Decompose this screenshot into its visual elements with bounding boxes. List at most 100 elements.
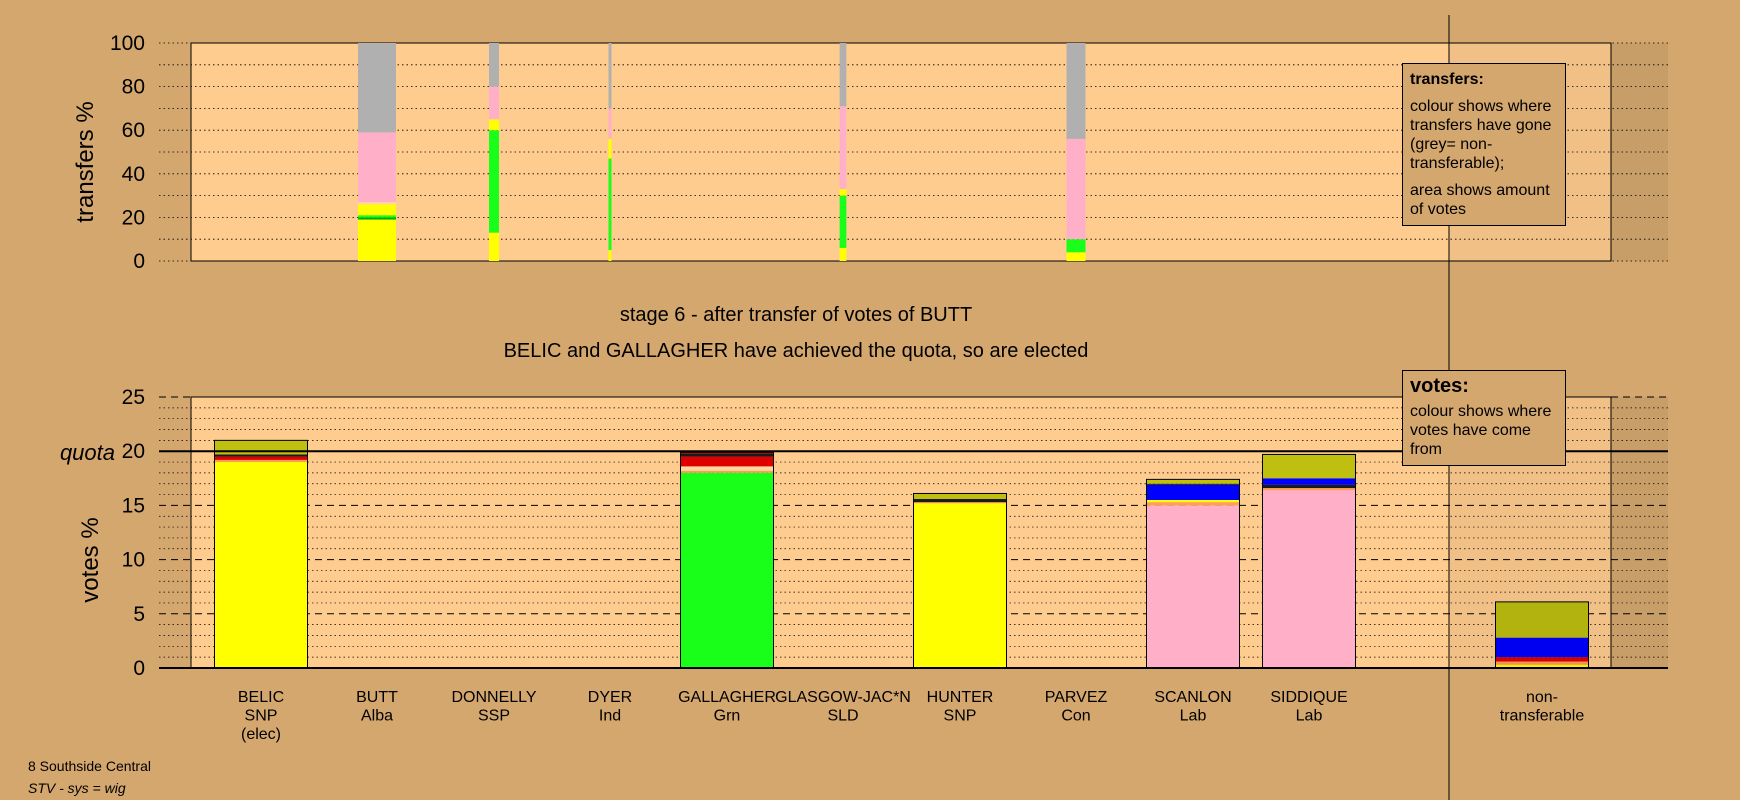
candidate-name-label: SCANLON	[1154, 689, 1231, 706]
vote-segment	[1495, 661, 1589, 665]
transfer-segment	[488, 43, 500, 87]
candidate-name-label: non-	[1526, 689, 1558, 706]
vote-segment	[913, 503, 1007, 668]
transfers-legend-heading: transfers:	[1410, 71, 1484, 88]
transfer-segment	[488, 119, 500, 131]
ward-caption: 8 Southside Central	[28, 758, 151, 774]
transfer-segment	[488, 86, 500, 120]
transfer-segment	[1066, 43, 1086, 139]
vote-bar-gallagher	[680, 451, 774, 669]
vote-segment	[214, 454, 308, 457]
candidate-name-label: SIDDIQUE	[1270, 689, 1347, 706]
transfer-segment	[608, 43, 612, 109]
candidate-party-label: Alba	[361, 708, 393, 725]
vote-segment	[680, 456, 774, 467]
votes-axis-label: votes %	[77, 517, 104, 602]
candidate-party-label: Ind	[599, 708, 621, 725]
candidate-name-label: BELIC	[238, 689, 284, 706]
transfers-tick-label: 100	[110, 32, 145, 55]
votes-plot-area	[190, 396, 1612, 669]
transfers-axis-label: transfers %	[72, 101, 99, 222]
candidate-party-label: transferable	[1500, 708, 1585, 725]
transfers-tick-label: 0	[133, 250, 145, 273]
vote-segment	[1146, 499, 1240, 503]
transfers-legend-text-1: colour shows where transfers have gone (…	[1410, 98, 1552, 172]
candidate-labels: BELICSNP(elec)BUTTAlbaDONNELLYSSPDYERInd…	[238, 15, 1584, 800]
transfer-segment	[608, 158, 612, 251]
candidate-party-label: Lab	[1180, 708, 1207, 725]
vote-segment	[913, 502, 1007, 504]
vote-segment	[680, 466, 774, 471]
votes-tick-label: 5	[133, 603, 145, 626]
vote-segment	[1146, 483, 1240, 485]
vote-bar-hunter	[913, 492, 1007, 669]
votes-chart: 0 5 10 15 20 25	[122, 386, 1668, 680]
vote-segment	[1146, 479, 1240, 484]
transfers-tick-label: 80	[122, 76, 145, 99]
transfer-segment	[608, 108, 612, 139]
transfer-column-donnelly	[488, 43, 500, 261]
vote-segment	[214, 440, 308, 455]
vote-segment	[214, 456, 308, 460]
vote-segment	[214, 459, 308, 463]
transfers-tick-label: 60	[122, 119, 145, 142]
transfer-segment	[839, 247, 847, 261]
votes-tick-label: 25	[122, 386, 145, 409]
candidate-name-label: GALLAGHER	[678, 689, 776, 706]
transfer-segment	[488, 130, 500, 233]
transfers-tick-label: 40	[122, 163, 145, 186]
stage-title: stage 6 - after transfer of votes of BUT…	[620, 304, 972, 326]
transfer-segment	[1066, 138, 1086, 240]
vote-segment	[214, 462, 308, 668]
transfers-legend-text-2: area shows amount of votes	[1410, 182, 1550, 218]
vote-segment	[913, 498, 1007, 503]
transfer-segment	[608, 250, 612, 261]
transfers-chart: 0 20 40 60 80 100	[110, 32, 1668, 273]
vote-segment	[680, 472, 774, 668]
vote-segment	[1262, 484, 1356, 489]
votes-tick-label: 15	[122, 494, 145, 517]
vote-segment	[1262, 454, 1356, 479]
transfers-legend: transfers: colour shows where transfers …	[1402, 63, 1566, 226]
transfer-segment	[358, 204, 396, 216]
vote-segment	[1495, 637, 1589, 658]
transfer-segment	[358, 219, 396, 261]
transfer-segment	[1066, 239, 1086, 253]
transfer-segment	[358, 132, 396, 203]
votes-legend-heading: votes:	[1410, 375, 1469, 397]
candidate-party-label: SLD	[827, 708, 858, 725]
transfer-segment	[839, 195, 847, 248]
votes-legend-text: colour shows where votes have come from	[1410, 403, 1552, 458]
vote-segment	[1146, 502, 1240, 506]
candidate-party-label: Con	[1061, 708, 1090, 725]
candidate-note-label: (elec)	[241, 726, 281, 743]
vote-segment	[913, 493, 1007, 499]
candidate-name-label: HUNTER	[927, 689, 994, 706]
vote-segment	[1262, 478, 1356, 485]
transfer-segment	[839, 189, 847, 196]
candidate-party-label: SNP	[944, 708, 977, 725]
vote-segment	[1146, 505, 1240, 668]
votes-tick-label: 20	[122, 440, 145, 463]
transfers-tick-label: 20	[122, 206, 145, 229]
vote-bar-non-transferable	[1495, 601, 1589, 669]
transfer-column-glasgow-jac*n	[839, 43, 847, 261]
votes-legend: votes: colour shows where votes have com…	[1402, 370, 1566, 466]
candidate-name-label: DONNELLY	[451, 689, 536, 706]
transfer-column-butt	[358, 43, 396, 261]
vote-segment	[680, 452, 774, 454]
transfer-column-parvez	[1066, 43, 1086, 261]
vote-segment	[1495, 601, 1589, 638]
votes-tick-label: 10	[122, 549, 145, 572]
transfer-column-dyer	[608, 43, 612, 261]
transfer-segment	[358, 202, 396, 205]
vote-segment	[1262, 488, 1356, 491]
transfer-segment	[608, 138, 612, 159]
candidate-party-label: Lab	[1296, 708, 1323, 725]
vote-bar-belic	[214, 439, 308, 669]
vote-bar-siddique	[1262, 453, 1356, 669]
candidate-name-label: BUTT	[356, 689, 398, 706]
transfer-segment	[839, 106, 847, 190]
votes-tick-label: 0	[133, 657, 145, 680]
